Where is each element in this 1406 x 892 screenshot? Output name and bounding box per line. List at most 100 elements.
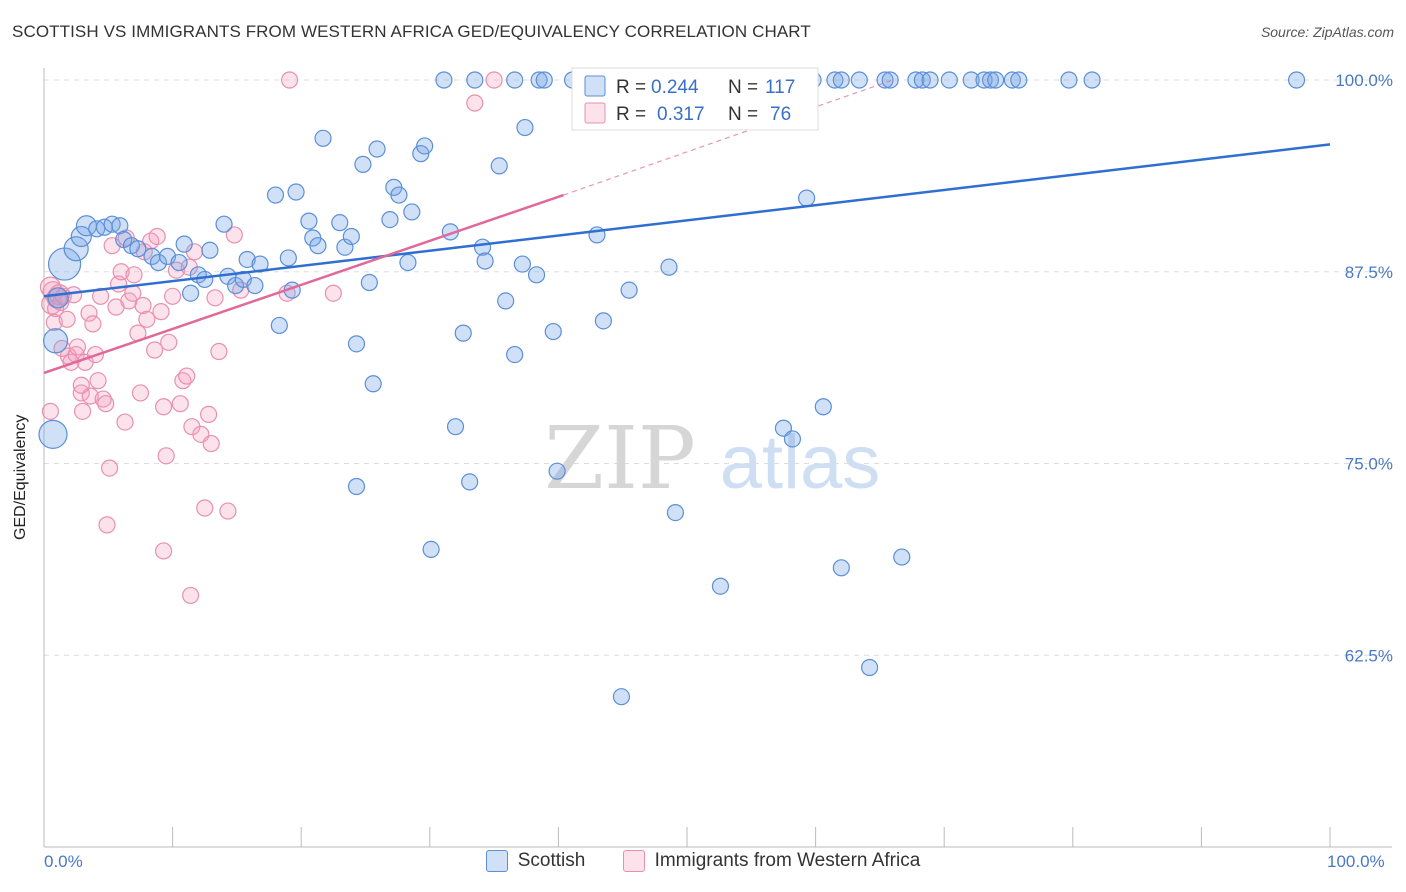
- immigrants-point: [225, 226, 243, 244]
- scottish-point: [783, 430, 802, 448]
- immigrants-trendline: [43, 193, 564, 375]
- scottish-point: [354, 155, 372, 173]
- scottish-point: [381, 210, 399, 229]
- scottish-point: [360, 273, 378, 292]
- scottish-point: [907, 71, 925, 89]
- scottish-point: [711, 577, 730, 595]
- immigrants-point: [157, 447, 175, 465]
- legend-item-immigrants[interactable]: Immigrants from Western Africa: [622, 850, 920, 872]
- scottish-point: [530, 71, 548, 89]
- stats-swatch-scottish: [584, 75, 606, 97]
- scottish-trendline: [43, 143, 1331, 298]
- scottish-point: [940, 71, 958, 89]
- stats-n-label: N =: [728, 77, 758, 98]
- scottish-point: [287, 183, 305, 201]
- scottish-point: [300, 212, 318, 230]
- scottish-point: [612, 688, 631, 706]
- scottish-point: [826, 71, 844, 89]
- immigrants-point: [45, 313, 63, 331]
- scottish-point: [797, 189, 816, 207]
- scottish-point: [506, 345, 524, 364]
- scottish-point: [342, 227, 360, 246]
- scottish-point: [962, 71, 980, 89]
- immigrants-trendline-extension: [563, 79, 893, 196]
- immigrants-point: [84, 315, 102, 333]
- scottish-point: [454, 324, 472, 342]
- scottish-point: [246, 276, 264, 295]
- watermark-zip: ZIP: [544, 409, 696, 509]
- immigrants-point: [112, 263, 130, 281]
- immigrants-point: [178, 367, 196, 385]
- scottish-point: [527, 266, 546, 284]
- immigrants-point: [41, 402, 60, 420]
- scottish-point: [266, 186, 285, 204]
- stats-r-label: R =: [616, 104, 646, 125]
- stats-legend-box: R = 0.244 N = 117 R = 0.317 N = 76: [571, 67, 819, 131]
- gridlines: [44, 79, 1392, 656]
- scottish-point: [466, 71, 484, 89]
- immigrants-point: [125, 266, 143, 284]
- immigrants-point: [80, 304, 98, 322]
- scottish-point: [368, 140, 386, 158]
- scottish-point: [279, 249, 297, 267]
- immigrants-point: [210, 342, 228, 361]
- scottish-point: [347, 477, 366, 496]
- scottish-point: [403, 203, 421, 221]
- chart-title: SCOTTISH VS IMMIGRANTS FROM WESTERN AFRI…: [12, 22, 811, 41]
- scottish-point: [42, 328, 69, 354]
- x-tick-label-min: 0.0%: [44, 852, 83, 871]
- scottish-point: [921, 71, 939, 89]
- scottish-point: [516, 118, 534, 137]
- scottish-point: [182, 284, 200, 302]
- scottish-point: [544, 322, 562, 341]
- immigrants-point: [68, 338, 87, 356]
- scottish-point: [620, 281, 638, 299]
- scottish-point: [201, 241, 219, 259]
- scottish-point: [38, 419, 68, 449]
- scottish-point: [390, 186, 408, 204]
- scottish-point: [1287, 71, 1306, 89]
- immigrants-point: [97, 395, 115, 413]
- stats-n-label: N =: [728, 104, 758, 125]
- scottish-point: [660, 258, 678, 276]
- scottish-point: [63, 236, 89, 262]
- axes: [43, 68, 1392, 848]
- immigrants-point: [200, 405, 218, 424]
- scottish-point: [331, 214, 349, 232]
- scottish-point: [1083, 71, 1101, 89]
- legend-swatch-immigrants: [622, 850, 645, 872]
- scottish-point: [149, 253, 168, 272]
- scottish-point: [175, 235, 193, 253]
- scottish-point: [336, 238, 354, 256]
- immigrants-point: [138, 310, 156, 328]
- scottish-point: [666, 503, 685, 522]
- immigrants-point: [324, 284, 342, 302]
- immigrants-point: [89, 372, 107, 390]
- immigrants-point: [152, 303, 170, 321]
- stats-n-value-immigrants: 76: [770, 104, 791, 125]
- scottish-point: [70, 225, 92, 248]
- immigrants-point: [485, 71, 503, 89]
- immigrants-point: [58, 310, 76, 328]
- immigrants-point: [131, 384, 150, 402]
- scottish-point: [490, 157, 508, 175]
- immigrants-point: [72, 376, 90, 394]
- immigrants-point: [202, 434, 220, 453]
- legend-label-scottish: Scottish: [517, 850, 586, 871]
- bottom-legend: Scottish Immigrants from Western Africa: [0, 850, 1406, 878]
- scottish-point: [814, 398, 832, 416]
- source-note: Source: ZipAtlas.com: [1260, 24, 1394, 40]
- scottish-point: [987, 71, 1005, 89]
- immigrants-point: [73, 402, 92, 420]
- scottish-point: [215, 215, 233, 233]
- immigrants-point: [134, 296, 152, 315]
- stats-r-value-scottish: 0.244: [651, 77, 699, 98]
- legend-item-scottish[interactable]: Scottish: [485, 850, 586, 872]
- scottish-point: [476, 252, 494, 270]
- y-tick-label: 100.0%: [1335, 71, 1393, 90]
- immigrants-point: [91, 287, 110, 305]
- immigrants-point: [182, 586, 200, 605]
- scottish-point: [129, 240, 147, 258]
- scottish-point: [364, 375, 382, 393]
